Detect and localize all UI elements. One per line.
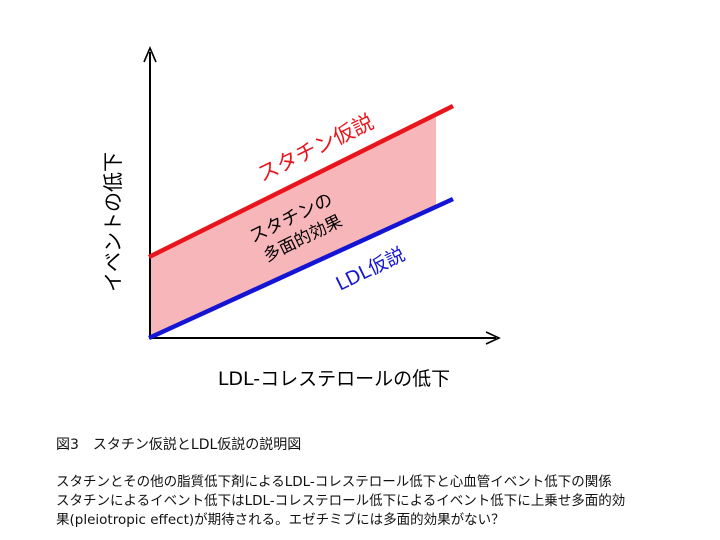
caption-line-1: スタチンとその他の脂質低下剤によるLDL-コレステロール低下と心血管イベント低下… bbox=[56, 474, 612, 490]
ldl-hypothesis-line bbox=[148, 196, 454, 341]
x-axis-label: LDL-コレステロールの低下 bbox=[218, 368, 450, 390]
pleiotropic-effect-band bbox=[150, 117, 436, 337]
figure-title: 図3 スタチン仮説とLDL仮説の説明図 bbox=[56, 437, 302, 453]
y-axis-label: イベントの低下 bbox=[101, 152, 125, 292]
statin-hypothesis-line bbox=[147, 103, 455, 260]
hypothesis-diagram: スタチン仮説 LDL仮説 スタチンの 多面的効果 イベントの低下 LDL-コレス… bbox=[101, 45, 501, 390]
x-axis-arrowhead bbox=[485, 331, 501, 345]
caption-line-3: 果(pleiotropic effect)が期待される。エゼチミブには多面的効果… bbox=[56, 512, 505, 528]
caption-line-2: スタチンによるイベント低下はLDL-コレステロール低下によるイベント低下に上乗せ… bbox=[56, 493, 626, 509]
y-axis-arrowhead bbox=[143, 45, 157, 63]
